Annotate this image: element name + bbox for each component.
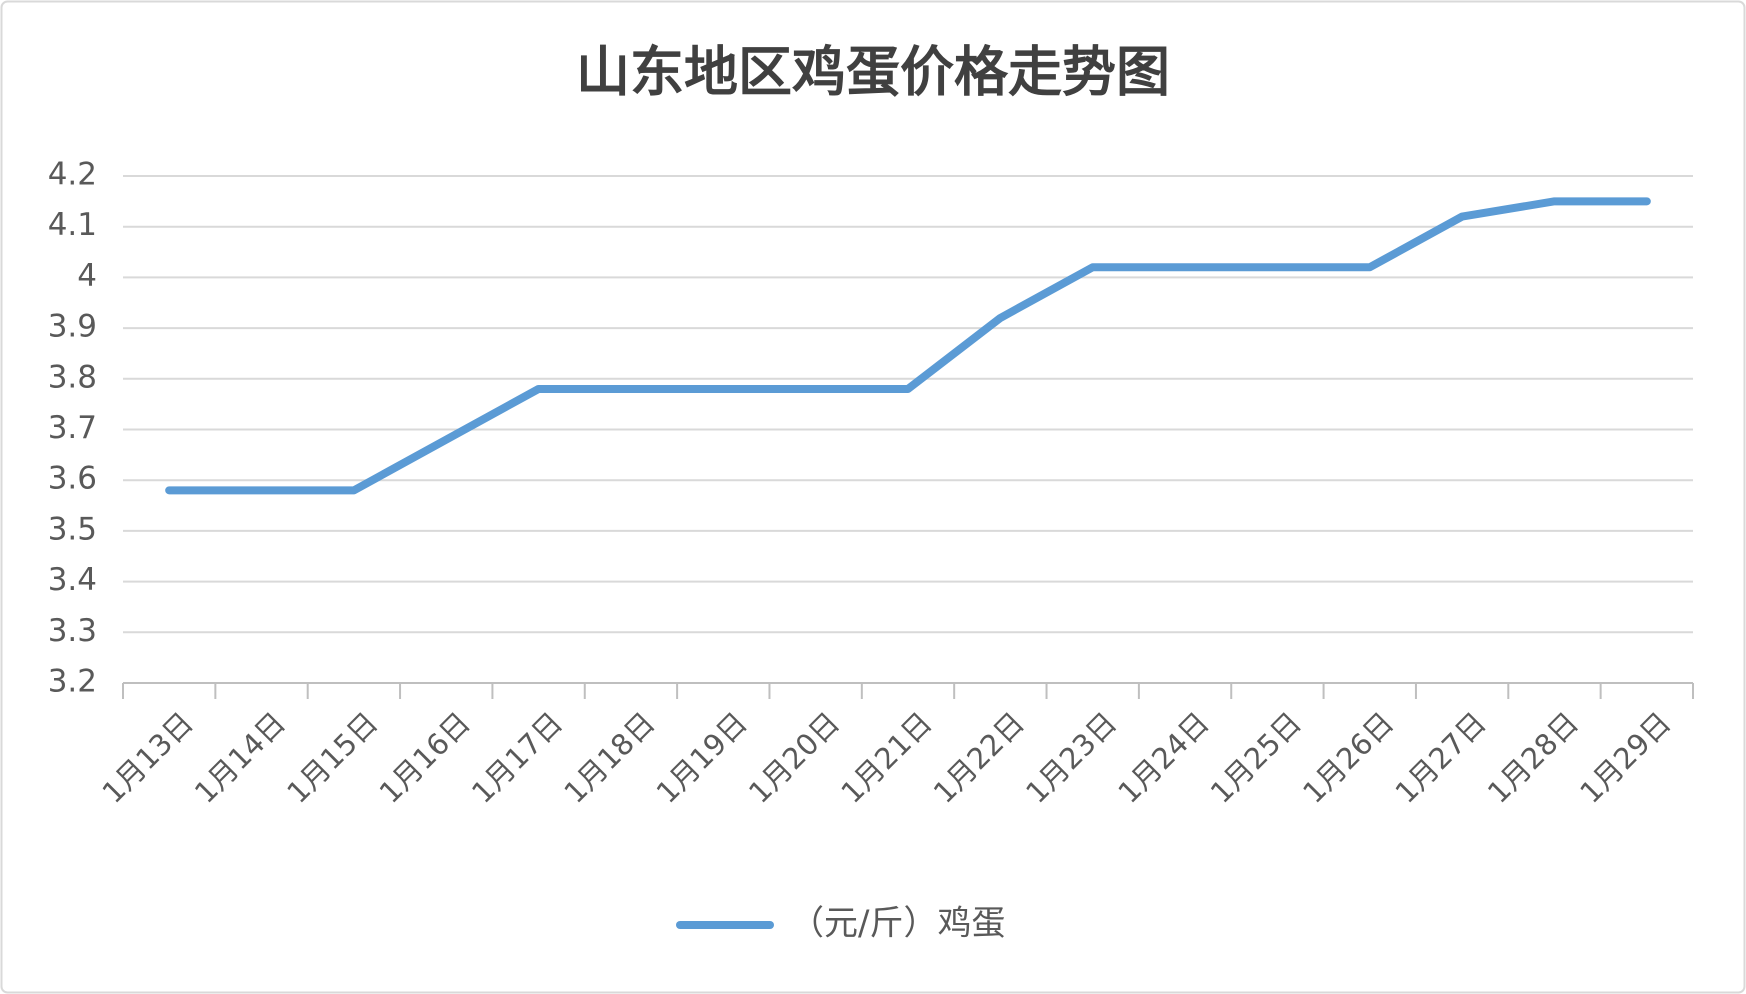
y-tick-label: 4.1 — [48, 207, 97, 243]
chart-title: 山东地区鸡蛋价格走势图 — [576, 41, 1170, 104]
y-tick-label: 4 — [77, 258, 97, 294]
y-tick-label: 3.5 — [48, 511, 97, 547]
y-tick-label: 3.7 — [48, 410, 97, 446]
legend-label: （元/斤）鸡蛋 — [790, 904, 1005, 944]
y-tick-label: 3.3 — [48, 613, 97, 649]
y-tick-label: 3.4 — [48, 562, 97, 598]
y-tick-label: 4.2 — [48, 157, 97, 193]
y-tick-label: 3.9 — [48, 309, 97, 345]
y-tick-label: 3.2 — [48, 664, 97, 700]
y-tick-label: 3.6 — [48, 461, 97, 497]
y-tick-label: 3.8 — [48, 359, 97, 395]
line-series — [165, 197, 1651, 495]
